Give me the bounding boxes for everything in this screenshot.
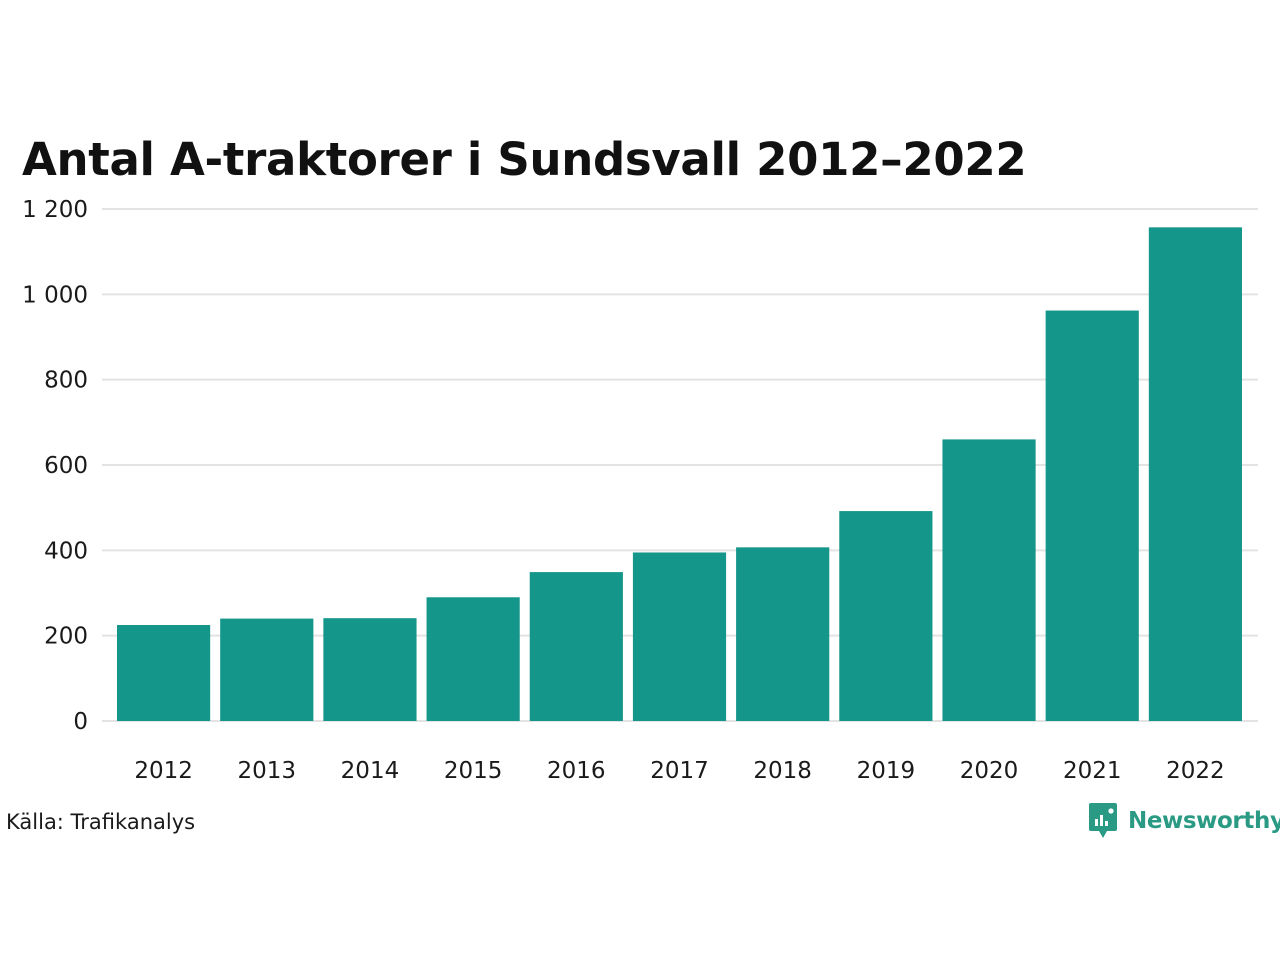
x-tick-label: 2013 — [237, 758, 296, 784]
y-tick-label: 200 — [44, 624, 88, 650]
x-tick-label: 2015 — [444, 758, 503, 784]
bar-2020 — [942, 439, 1036, 721]
x-tick-label: 2014 — [341, 758, 400, 784]
bar-2015 — [426, 597, 520, 721]
newsworthy-logo-icon — [1089, 803, 1117, 838]
x-tick-label: 2021 — [1063, 758, 1122, 784]
bar-2012 — [117, 625, 211, 721]
bar-2021 — [1045, 310, 1139, 721]
x-tick-label: 2017 — [650, 758, 709, 784]
bar-2019 — [839, 511, 933, 721]
x-axis-ticks: 2012 2013 2014 2015 2016 2017 2018 2019 2020 2021… — [134, 758, 1224, 784]
y-tick-label: 600 — [44, 453, 88, 479]
y-tick-label: 400 — [44, 538, 88, 564]
x-tick-label: 2016 — [547, 758, 606, 784]
bar-2014 — [323, 618, 417, 721]
x-tick-label: 2022 — [1166, 758, 1225, 784]
bar-2013 — [220, 618, 314, 721]
brand-name: Newsworthy — [1128, 808, 1280, 834]
bar-2017 — [632, 552, 727, 721]
source-note: Källa: Trafikanalys — [6, 810, 196, 834]
y-axis-ticks: 0 200 400 600 800 1 000 1 200 — [22, 197, 88, 735]
y-tick-label: 1 200 — [22, 197, 88, 223]
x-tick-label: 2018 — [753, 758, 812, 784]
bar-2016 — [529, 572, 623, 721]
x-tick-label: 2012 — [134, 758, 193, 784]
bar-2018 — [736, 547, 830, 721]
x-tick-label: 2019 — [857, 758, 916, 784]
y-tick-label: 800 — [44, 368, 88, 394]
bars — [117, 227, 1242, 721]
chart-title: Antal A-traktorer i Sundsvall 2012–2022 — [22, 133, 1027, 186]
y-tick-label: 1 000 — [22, 282, 88, 308]
y-tick-label: 0 — [73, 709, 88, 735]
bar-2022 — [1148, 227, 1242, 721]
brand-logo: Newsworthy — [1088, 802, 1280, 840]
x-tick-label: 2020 — [960, 758, 1019, 784]
